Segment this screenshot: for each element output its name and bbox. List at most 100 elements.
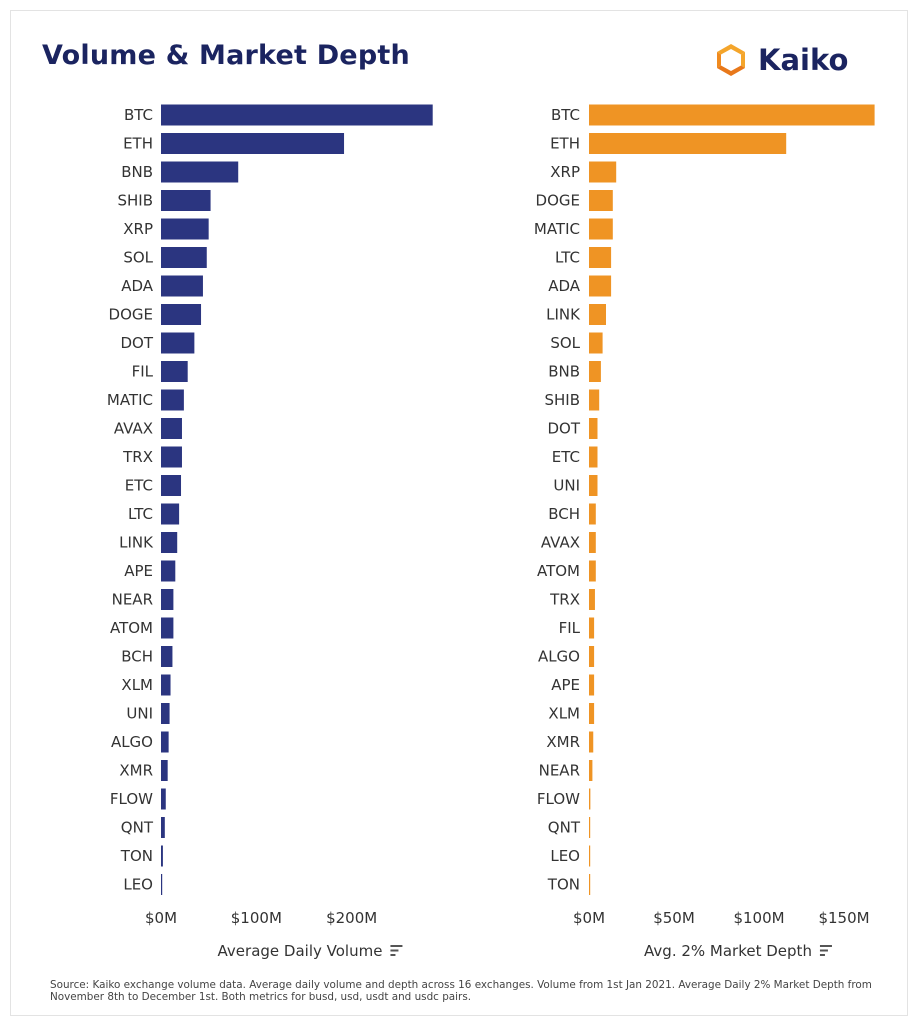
depth-category-label: LTC (555, 249, 580, 267)
volume-tick-label: $0M (145, 909, 177, 927)
sort-icon[interactable] (819, 945, 832, 956)
depth-category-label: APE (551, 676, 580, 694)
volume-bar-eth (161, 133, 345, 154)
depth-bar-algo (589, 646, 595, 667)
volume-category-label: DOT (120, 334, 153, 352)
volume-category-label: ATOM (110, 619, 153, 637)
chart-frame (10, 10, 908, 1016)
depth-category-label: LEO (550, 847, 580, 865)
volume-category-label: NEAR (112, 591, 153, 609)
volume-category-label: BTC (124, 106, 153, 124)
volume-category-label: UNI (126, 705, 153, 723)
volume-bar-link (161, 532, 178, 553)
depth-category-label: QNT (548, 819, 581, 837)
volume-bar-uni (161, 703, 170, 724)
volume-category-label: SHIB (117, 192, 153, 210)
depth-tick-label: $150M (818, 909, 869, 927)
depth-bar-ape (589, 674, 595, 696)
volume-bar-qnt (161, 817, 165, 838)
volume-category-label: LEO (123, 876, 153, 894)
volume-category-label: ADA (121, 277, 154, 295)
depth-category-label: ETC (552, 448, 580, 466)
volume-bar-avax (161, 418, 182, 439)
volume-category-label: AVAX (114, 420, 153, 438)
volume-category-label: APE (124, 562, 153, 580)
volume-bar-bnb (161, 161, 239, 183)
volume-category-label: BNB (121, 163, 153, 181)
volume-category-label: SOL (123, 249, 153, 267)
depth-bar-matic (589, 218, 613, 240)
depth-bar-qnt (589, 817, 591, 838)
depth-category-label: XLM (548, 705, 580, 723)
volume-chart: BTC ETH BNB SHIB XRP SOL ADA DOGE DOT FIL MATIC AVA… (107, 104, 433, 960)
depth-bar-etc (589, 446, 598, 468)
depth-tick-label: $100M (733, 909, 784, 927)
depth-category-label: NEAR (539, 762, 580, 780)
depth-category-label: UNI (553, 477, 580, 495)
sort-icon[interactable] (390, 945, 403, 956)
volume-bar-algo (161, 731, 169, 753)
volume-category-label: XMR (119, 762, 153, 780)
depth-category-label: SOL (550, 334, 580, 352)
depth-category-label: ALGO (538, 648, 580, 666)
depth-bar-bnb (589, 361, 601, 382)
volume-category-label: XRP (123, 220, 153, 238)
depth-bar-uni (589, 475, 598, 496)
volume-category-label: DOGE (109, 306, 153, 324)
depth-bar-xrp (589, 161, 617, 183)
depth-bar-flow (589, 788, 591, 810)
volume-bar-doge (161, 304, 202, 325)
depth-bar-leo (589, 845, 591, 867)
volume-category-label: FIL (132, 363, 154, 381)
depth-category-label: BTC (551, 106, 580, 124)
page-title: Volume & Market Depth (42, 40, 410, 71)
depth-bar-sol (589, 332, 603, 354)
source-footnote: Source: Kaiko exchange volume data. Aver… (50, 979, 872, 1003)
depth-bar-dot (589, 418, 598, 439)
depth-bar-link (589, 304, 606, 325)
depth-category-label: AVAX (541, 534, 580, 552)
volume-tick-label: $200M (326, 909, 377, 927)
volume-bar-bch (161, 646, 173, 667)
volume-tick-label: $100M (231, 909, 282, 927)
volume-category-label: XLM (121, 676, 153, 694)
volume-bar-fil (161, 361, 188, 382)
depth-bar-bch (589, 503, 596, 525)
volume-bar-matic (161, 389, 184, 411)
depth-axis-label: Avg. 2% Market Depth (644, 942, 812, 960)
depth-category-label: DOT (547, 420, 580, 438)
volume-bar-xrp (161, 218, 209, 240)
volume-category-label: LTC (128, 505, 153, 523)
depth-bar-btc (589, 104, 875, 126)
depth-category-label: TRX (549, 591, 580, 609)
volume-bar-ada (161, 275, 203, 297)
volume-bar-etc (161, 475, 182, 496)
volume-bar-dot (161, 332, 195, 354)
depth-bar-ada (589, 275, 612, 297)
depth-category-label: XMR (546, 733, 580, 751)
volume-bar-shib (161, 190, 211, 211)
logo-wordmark: Kaiko (758, 43, 849, 77)
depth-bar-ltc (589, 247, 612, 268)
volume-category-label: QNT (121, 819, 154, 837)
depth-category-label: FLOW (537, 790, 580, 808)
depth-bar-atom (589, 560, 596, 582)
volume-category-label: ETH (123, 135, 153, 153)
depth-bar-eth (589, 133, 787, 154)
volume-category-label: LINK (119, 534, 154, 552)
depth-bar-fil (589, 617, 595, 639)
volume-category-label: TRX (122, 448, 153, 466)
depth-category-label: MATIC (534, 220, 580, 238)
depth-tick-label: $0M (573, 909, 605, 927)
depth-category-label: XRP (550, 163, 580, 181)
volume-bar-ton (161, 845, 163, 867)
volume-bar-atom (161, 617, 174, 639)
depth-category-label: ADA (548, 277, 581, 295)
volume-category-label: ALGO (111, 733, 153, 751)
depth-category-label: LINK (546, 306, 581, 324)
depth-category-label: ETH (550, 135, 580, 153)
volume-category-label: FLOW (110, 790, 153, 808)
volume-category-label: BCH (121, 648, 153, 666)
volume-bar-near (161, 589, 174, 610)
